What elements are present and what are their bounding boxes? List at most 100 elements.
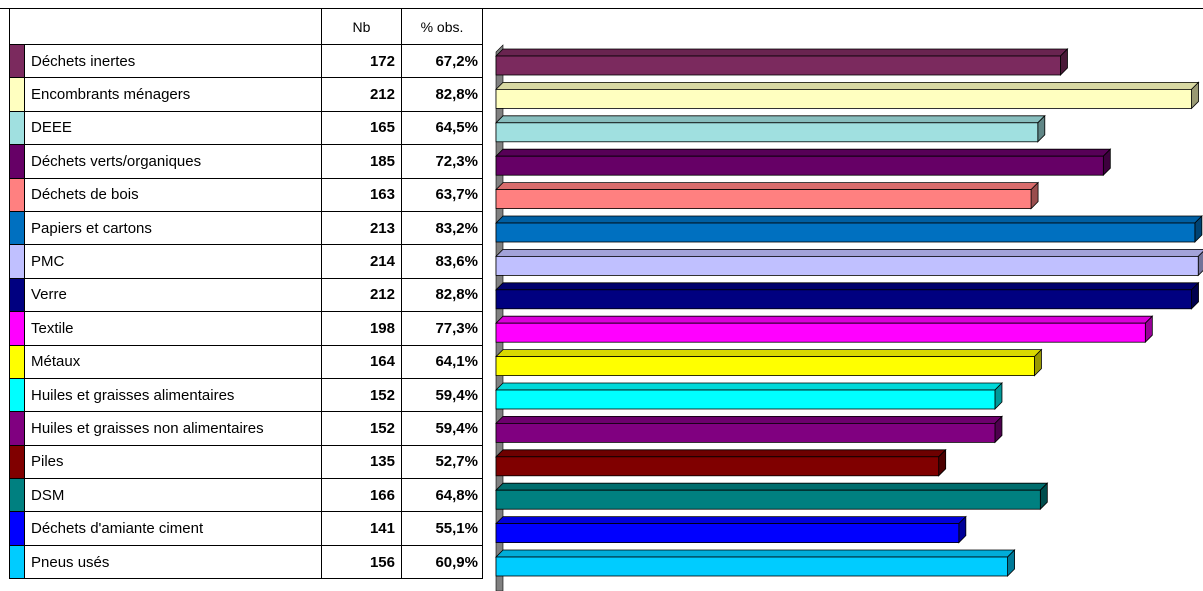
legend-swatch	[9, 144, 25, 179]
row-label: Déchets de bois	[24, 177, 322, 212]
bar	[495, 415, 1003, 444]
row-label: Encombrants ménagers	[24, 77, 322, 112]
bar	[495, 348, 1043, 377]
row-label: Piles	[24, 444, 322, 480]
row-label: Papiers et cartons	[24, 210, 322, 246]
row-label: Textile	[24, 311, 322, 346]
legend-swatch	[9, 43, 25, 79]
legend-swatch	[9, 478, 25, 513]
header-nb: Nb	[321, 8, 402, 45]
legend-swatch	[9, 244, 25, 279]
table-row: Pneus usés 156 60,9%	[9, 544, 483, 580]
table-row: Déchets verts/organiques 185 72,3%	[9, 144, 483, 179]
bar	[495, 515, 967, 544]
bar-chart	[495, 44, 1203, 591]
legend-swatch	[9, 444, 25, 480]
row-nb: 212	[321, 277, 402, 313]
legend-swatch	[9, 77, 25, 112]
table-row: Huiles et graisses alimentaires 152 59,4%	[9, 377, 483, 413]
row-pct: 64,5%	[401, 110, 483, 146]
row-label: Métaux	[24, 344, 322, 379]
legend-swatch	[9, 544, 25, 580]
bar	[495, 148, 1112, 177]
table-row: Métaux 164 64,1%	[9, 344, 483, 379]
legend-swatch	[9, 344, 25, 379]
bar	[495, 181, 1040, 210]
row-pct: 59,4%	[401, 411, 483, 446]
bar	[495, 382, 1003, 410]
table-row: Verre 212 82,8%	[9, 277, 483, 313]
row-pct: 83,2%	[401, 210, 483, 246]
table-row: DEEE 165 64,5%	[9, 110, 483, 146]
table-row: Huiles et graisses non alimentaires 152 59…	[9, 411, 483, 446]
legend-swatch	[9, 177, 25, 212]
table-row: Encombrants ménagers 212 82,8%	[9, 77, 483, 112]
row-label: Déchets d'amiante ciment	[24, 511, 322, 546]
bar	[495, 315, 1154, 344]
table-row: Textile 198 77,3%	[9, 311, 483, 346]
row-label: DEEE	[24, 110, 322, 146]
row-pct: 55,1%	[401, 511, 483, 546]
bar	[495, 448, 947, 477]
row-pct: 72,3%	[401, 144, 483, 179]
table-row: DSM 166 64,8%	[9, 478, 483, 513]
row-nb: 141	[321, 511, 402, 546]
bar	[495, 549, 1016, 577]
legend-swatch	[9, 110, 25, 146]
top-rule	[0, 8, 1203, 9]
bar	[495, 114, 1046, 143]
table-row: Papiers et cartons 213 83,2%	[9, 210, 483, 246]
bar	[495, 482, 1049, 511]
row-nb: 152	[321, 411, 402, 446]
row-pct: 64,8%	[401, 478, 483, 513]
row-pct: 82,8%	[401, 277, 483, 313]
row-pct: 77,3%	[401, 311, 483, 346]
row-pct: 67,2%	[401, 43, 483, 79]
bar	[495, 281, 1200, 310]
legend-swatch	[9, 210, 25, 246]
bar	[495, 215, 1203, 243]
legend-swatch	[9, 277, 25, 313]
row-pct: 60,9%	[401, 544, 483, 580]
legend-swatch	[9, 511, 25, 546]
row-label: Verre	[24, 277, 322, 313]
row-nb: 163	[321, 177, 402, 212]
row-nb: 135	[321, 444, 402, 480]
row-pct: 63,7%	[401, 177, 483, 212]
row-pct: 83,6%	[401, 244, 483, 279]
row-nb: 152	[321, 377, 402, 413]
row-pct: 82,8%	[401, 77, 483, 112]
table-row: PMC 214 83,6%	[9, 244, 483, 279]
row-pct: 64,1%	[401, 344, 483, 379]
legend-swatch	[9, 377, 25, 413]
header-blank	[9, 8, 322, 45]
row-nb: 185	[321, 144, 402, 179]
row-label: DSM	[24, 478, 322, 513]
header-row: Nb % obs.	[9, 8, 483, 45]
bar	[495, 48, 1069, 76]
row-nb: 172	[321, 43, 402, 79]
table-row: Déchets d'amiante ciment 141 55,1%	[9, 511, 483, 546]
table-row: Déchets de bois 163 63,7%	[9, 177, 483, 212]
row-nb: 212	[321, 77, 402, 112]
row-label: Déchets inertes	[24, 43, 322, 79]
table-body: Déchets inertes 172 67,2% Encombrants ménag…	[9, 43, 483, 580]
row-nb: 213	[321, 210, 402, 246]
row-nb: 164	[321, 344, 402, 379]
row-label: PMC	[24, 244, 322, 279]
bar	[495, 248, 1203, 277]
data-table: Nb % obs. Déchets inertes 172 67,2% Encombr…	[9, 8, 483, 580]
row-label: Pneus usés	[24, 544, 322, 580]
row-label: Déchets verts/organiques	[24, 144, 322, 179]
row-nb: 156	[321, 544, 402, 580]
row-pct: 52,7%	[401, 444, 483, 480]
row-pct: 59,4%	[401, 377, 483, 413]
table-row: Piles 135 52,7%	[9, 444, 483, 480]
legend-swatch	[9, 411, 25, 446]
legend-swatch	[9, 311, 25, 346]
row-nb: 165	[321, 110, 402, 146]
table-row: Déchets inertes 172 67,2%	[9, 43, 483, 79]
header-pct: % obs.	[401, 8, 483, 45]
row-label: Huiles et graisses alimentaires	[24, 377, 322, 413]
row-nb: 198	[321, 311, 402, 346]
